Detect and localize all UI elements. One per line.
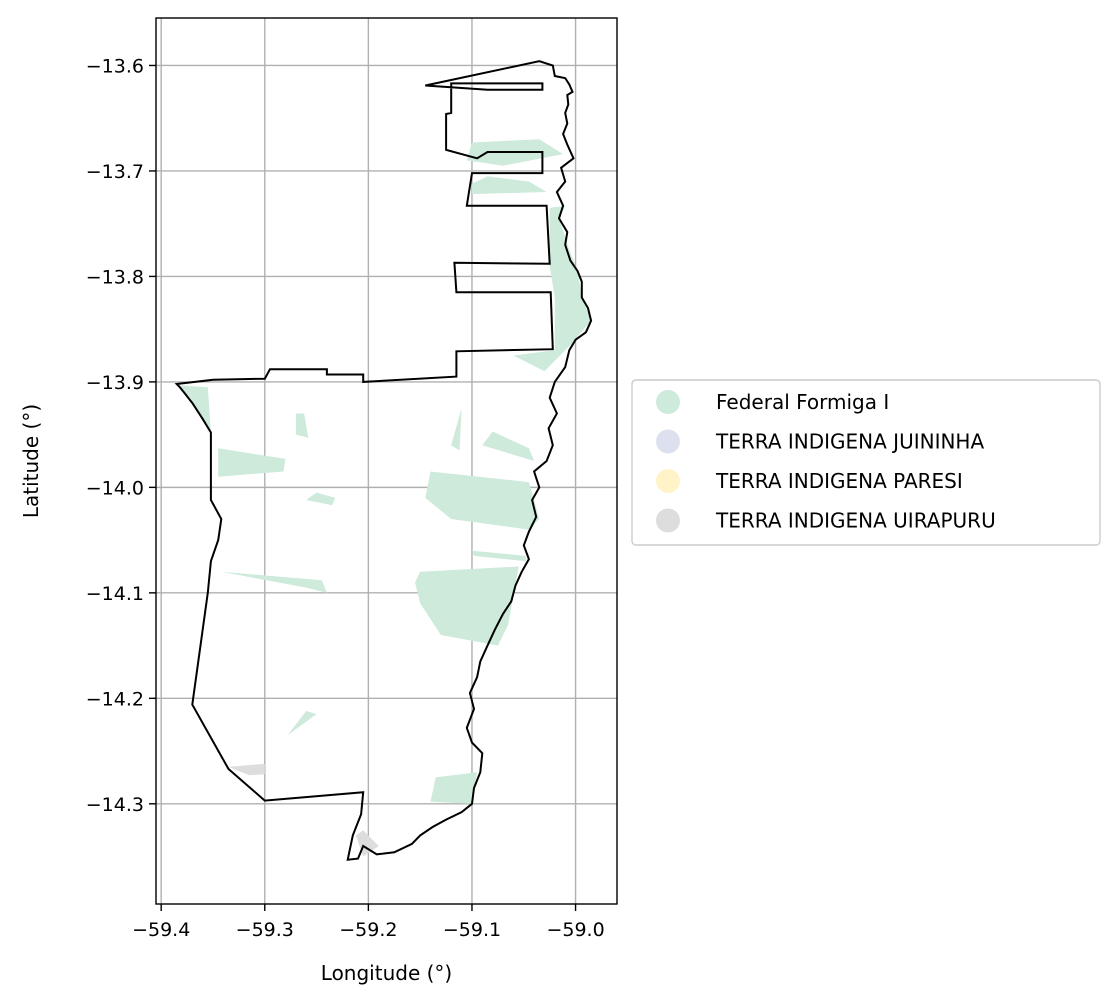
legend: Federal Formiga I TERRA INDIGENA JUININHA… [631, 379, 1101, 546]
x-tick-label: −59.4 [132, 919, 190, 941]
region-federal-formiga-i [306, 492, 336, 506]
y-tick-label: −14.0 [86, 477, 144, 499]
legend-items: Federal Formiga I TERRA INDIGENA JUININHA… [656, 390, 996, 533]
x-tick-label: −59.2 [339, 919, 397, 941]
y-tick-label: −13.8 [86, 266, 144, 288]
y-axis-ticks: −13.6 −13.7 −13.8 −13.9 −14.0 −14.1 −14.2 −14.3 [86, 55, 156, 816]
plot-area [155, 17, 618, 905]
legend-box [631, 379, 1101, 546]
region-federal-formiga-i [430, 772, 478, 804]
legend-marker [656, 390, 680, 414]
region-federal-formiga-i [295, 413, 309, 438]
region-terra-indigena-uirapuru [228, 763, 265, 776]
x-tick-label: −59.3 [236, 919, 294, 941]
regions [176, 139, 592, 857]
legend-label: TERRA INDIGENA PARESI [715, 469, 963, 493]
y-tick-label: −13.6 [86, 55, 144, 77]
legend-marker [656, 508, 680, 533]
x-axis-label: Longitude (°) [321, 961, 452, 985]
x-tick-label: −59.0 [546, 919, 604, 941]
plot-frame [155, 17, 618, 905]
y-axis-label: Latitude (°) [19, 404, 43, 518]
y-tick-label: −13.7 [86, 161, 144, 183]
region-federal-formiga-i [221, 571, 327, 593]
legend-label: TERRA INDIGENA UIRAPURU [715, 509, 996, 533]
y-tick-label: −14.1 [86, 583, 144, 605]
y-tick-label: −13.9 [86, 372, 144, 394]
legend-marker [656, 429, 680, 454]
region-federal-formiga-i [513, 205, 592, 372]
region-federal-formiga-i [472, 176, 547, 195]
y-tick-label: −14.2 [86, 688, 144, 710]
region-federal-formiga-i [451, 408, 462, 451]
boundary-outline [174, 60, 593, 861]
legend-marker [656, 469, 680, 493]
legend-label: TERRA INDIGENA JUININHA [715, 430, 984, 454]
region-federal-formiga-i [425, 471, 540, 530]
y-tick-label: −14.3 [86, 794, 144, 816]
x-axis-ticks: −59.4 −59.3 −59.2 −59.1 −59.0 [132, 904, 605, 941]
region-federal-formiga-i [415, 566, 519, 646]
region-federal-formiga-i [176, 385, 211, 433]
region-federal-formiga-i [472, 550, 526, 562]
legend-label: Federal Formiga I [716, 390, 889, 414]
region-federal-formiga-i [482, 431, 535, 461]
x-tick-label: −59.1 [443, 919, 501, 941]
region-federal-formiga-i [218, 448, 286, 477]
region-federal-formiga-i [280, 711, 317, 741]
